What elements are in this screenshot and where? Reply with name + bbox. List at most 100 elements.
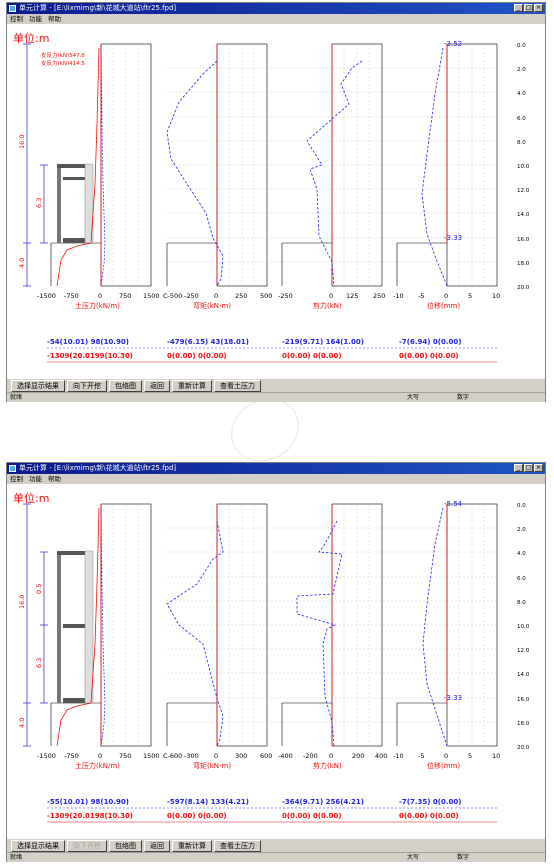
svg-text:-10: -10 (393, 292, 404, 300)
svg-text:300: 300 (235, 752, 247, 760)
svg-text:-54(10.01) 98(10.90): -54(10.01) 98(10.90) (47, 338, 129, 346)
svg-text:土压力(kN/m): 土压力(kN/m) (75, 301, 120, 310)
svg-text:0: 0 (98, 292, 102, 300)
svg-text:0: 0 (214, 292, 218, 300)
dim-total: 16.0 (18, 595, 26, 609)
svg-text:10.0: 10.0 (517, 624, 530, 630)
svg-text:-1500: -1500 (37, 292, 56, 300)
status-caps: 大写 (407, 394, 420, 401)
svg-text:750: 750 (119, 752, 131, 760)
menu-help[interactable]: 帮助 (48, 475, 61, 483)
unit-label: 单位:m (13, 31, 49, 45)
mid-displacement: -3.33 (444, 234, 462, 242)
action-toolbar: 选择显示结果 向下开挖 包络图 返回 重新计算 查看土压力 (7, 839, 545, 852)
svg-text:6.0: 6.0 (517, 576, 526, 582)
menu-function[interactable]: 功能 (29, 475, 42, 483)
dim-upper: 0.5 (35, 584, 43, 594)
view-soil-pressure-button[interactable]: 查看土压力 (214, 839, 261, 852)
svg-text:0: 0 (98, 752, 102, 760)
svg-text:0(0.00) 0(0.00): 0(0.00) 0(0.00) (167, 352, 227, 360)
svg-text:-5: -5 (418, 292, 424, 300)
menu-control[interactable]: 控制 (10, 475, 23, 483)
svg-text:2.0: 2.0 (517, 67, 526, 73)
status-caps: 大写 (407, 854, 420, 861)
svg-text:250: 250 (373, 292, 385, 300)
grid-layer (50, 43, 498, 287)
svg-text:1500: 1500 (143, 752, 160, 760)
svg-text:2.0: 2.0 (517, 527, 526, 533)
svg-text:C-600: C-600 (163, 752, 182, 760)
svg-text:0(0.00) 0(0.00): 0(0.00) 0(0.00) (399, 352, 459, 360)
svg-text:-750: -750 (64, 752, 79, 760)
recalculate-button[interactable]: 重新计算 (172, 379, 212, 392)
dim-embed: 4.0 (18, 718, 26, 728)
menu-help[interactable]: 帮助 (48, 15, 61, 23)
minimize-button[interactable]: _ (514, 4, 523, 12)
title-bar: 单元计算 - [E:\lixmimg\新\花城大道站\ftr25.fpd] _ … (7, 3, 545, 14)
displacement-curve (421, 47, 448, 287)
excavate-down-button[interactable]: 向下开挖 (67, 839, 107, 852)
grid-layer (50, 503, 498, 747)
menu-function[interactable]: 功能 (29, 15, 42, 23)
summary-values: -55(10.01) 98(10.90) -597(8.14) 133(4.21… (47, 798, 497, 823)
calc-window-1: 单元计算 - [E:\lixmimg\新\花城大道站\ftr25.fpd] _ … (6, 2, 546, 402)
status-bar: 就绪 大写 数字 (7, 852, 545, 862)
minimize-button[interactable]: _ (514, 464, 523, 472)
svg-text:14.0: 14.0 (517, 212, 530, 218)
svg-text:16.0: 16.0 (517, 237, 530, 243)
status-ready: 就绪 (10, 854, 23, 861)
app-icon (9, 5, 16, 12)
maximize-button[interactable]: □ (524, 4, 533, 12)
svg-text:0: 0 (329, 292, 333, 300)
svg-text:10: 10 (492, 292, 500, 300)
svg-text:-1309(20.0198(10.30): -1309(20.0198(10.30) (47, 812, 133, 820)
window-title: 单元计算 - [E:\lixmimg\新\花城大道站\ftr25.fpd] (19, 464, 177, 472)
status-bar: 就绪 大写 数字 (7, 392, 545, 402)
svg-text:14.0: 14.0 (517, 672, 530, 678)
return-button[interactable]: 返回 (144, 839, 170, 852)
select-display-button[interactable]: 选择显示结果 (11, 839, 65, 852)
action-toolbar: 选择显示结果 向下开挖 包络图 返回 重新计算 查看土压力 (7, 379, 545, 392)
moment-curve (166, 60, 224, 287)
menu-control[interactable]: 控制 (10, 15, 23, 23)
svg-text:200: 200 (352, 752, 364, 760)
dimension-lines (23, 503, 48, 747)
svg-text:0: 0 (214, 752, 218, 760)
result-canvas: 单位:m 支反力(kN)547.6 支反力(kN)414.5 16.0 6.3 … (7, 24, 545, 377)
view-soil-pressure-button[interactable]: 查看土压力 (214, 379, 261, 392)
svg-text:-55(10.01) 98(10.90): -55(10.01) 98(10.90) (47, 798, 129, 806)
select-display-button[interactable]: 选择显示结果 (11, 379, 65, 392)
shear-curve (306, 60, 363, 287)
recalculate-button[interactable]: 重新计算 (172, 839, 212, 852)
svg-text:16.0: 16.0 (517, 697, 530, 703)
svg-text:-1500: -1500 (37, 752, 56, 760)
support-bracing (57, 163, 94, 244)
svg-text:18.0: 18.0 (517, 261, 530, 267)
svg-text:4.0: 4.0 (517, 91, 526, 97)
window-title: 单元计算 - [E:\lixmimg\新\花城大道站\ftr25.fpd] (19, 4, 177, 12)
menu-bar: 控制 功能 帮助 (7, 474, 545, 484)
svg-text:18.0: 18.0 (517, 721, 530, 727)
envelope-button[interactable]: 包络图 (109, 379, 142, 392)
legend-2: 支反力(kN)414.5 (41, 59, 85, 67)
svg-text:-250: -250 (278, 292, 293, 300)
close-button[interactable]: × (534, 464, 543, 472)
excavate-down-button[interactable]: 向下开挖 (67, 379, 107, 392)
svg-text:-597(8.14) 133(4.21): -597(8.14) 133(4.21) (167, 798, 249, 806)
maximize-button[interactable]: □ (524, 464, 533, 472)
status-ready: 就绪 (10, 394, 23, 401)
svg-text:0: 0 (444, 292, 448, 300)
svg-text:1500: 1500 (143, 292, 160, 300)
svg-text:0(0.00) 0(0.00): 0(0.00) 0(0.00) (167, 812, 227, 820)
unit-label: 单位:m (13, 491, 49, 505)
mid-displacement: -3.33 (444, 694, 462, 702)
svg-text:-7(6.94) 0(0.00): -7(6.94) 0(0.00) (399, 338, 461, 346)
envelope-button[interactable]: 包络图 (109, 839, 142, 852)
svg-text:0: 0 (329, 752, 333, 760)
close-button[interactable]: × (534, 4, 543, 12)
svg-text:-7(7.35) 0(0.00): -7(7.35) 0(0.00) (399, 798, 461, 806)
depth-ticks: 0.0 2.0 4.0 6.0 8.0 10.0 12.0 14.0 16.0 … (517, 43, 530, 291)
top-displacement: -3.52 (444, 40, 462, 48)
soil-pressure-curve (56, 47, 106, 287)
return-button[interactable]: 返回 (144, 379, 170, 392)
